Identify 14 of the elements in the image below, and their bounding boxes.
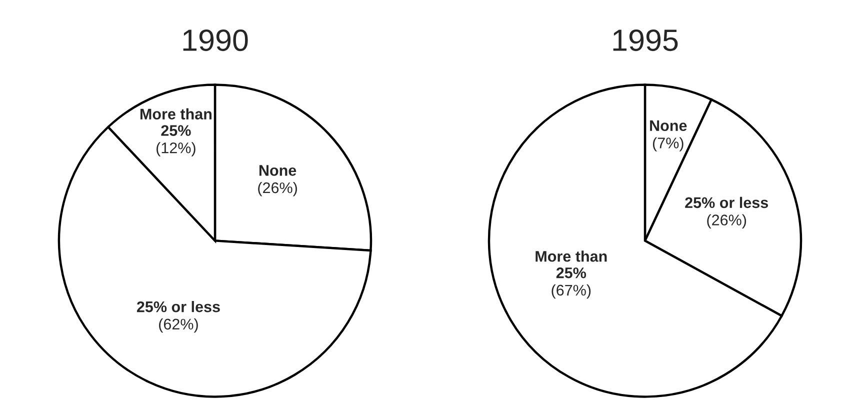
chart-title: 1990 bbox=[183, 29, 248, 52]
slice-label: None bbox=[259, 165, 296, 176]
data-label: (12%) bbox=[156, 142, 196, 156]
slice-label: 25% or less bbox=[685, 196, 768, 208]
data-label: (62%) bbox=[159, 318, 198, 333]
slice-label: More than 25% bbox=[536, 250, 607, 278]
data-label: (26%) bbox=[258, 182, 297, 196]
slice-label: 25% or less bbox=[136, 300, 220, 312]
chart-title: 1995 bbox=[613, 29, 678, 52]
data-label: (26%) bbox=[707, 214, 746, 228]
data-label: (67%) bbox=[552, 284, 591, 299]
data-label: (7%) bbox=[652, 137, 684, 152]
slice-label: More than 25% bbox=[140, 108, 212, 136]
slice-label: None bbox=[650, 120, 687, 132]
